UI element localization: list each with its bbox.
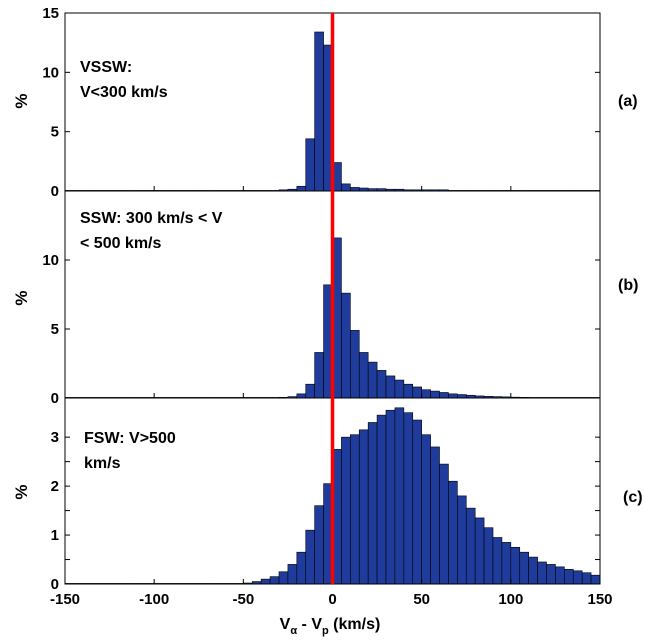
- panel-b-ytick-label: 5: [51, 321, 59, 338]
- panel-c-bar: [439, 463, 449, 585]
- panel-a-bar: [296, 185, 307, 192]
- panel-a-bar: [341, 183, 351, 192]
- panel-c-bar: [260, 578, 271, 585]
- panel-c-bar: [421, 434, 431, 585]
- panel-c-bar: [385, 409, 396, 585]
- panel-c-ytick-label: 2: [51, 478, 59, 495]
- panel-b-bar: [430, 390, 440, 399]
- panel-c-bar: [403, 412, 414, 585]
- panel-c-bar: [519, 551, 529, 585]
- panel-b-ylabel: %: [12, 290, 31, 305]
- x-tick-label: 50: [413, 591, 430, 608]
- panel-c-bar: [555, 566, 565, 585]
- panel-c-bar: [269, 576, 280, 585]
- x-tick-label: 100: [498, 591, 523, 608]
- panel-b-bar: [358, 352, 369, 399]
- panel-b-bar: [296, 393, 307, 399]
- panel-b-bar: [403, 383, 414, 399]
- panel-c-bar: [394, 407, 405, 585]
- panel-c-bar: [287, 564, 298, 585]
- panel-b-annotation-line1: SSW: 300 km/s < V: [80, 210, 223, 227]
- x-tick-label: -100: [139, 591, 169, 608]
- x-axis-label: Vα - Vp (km/s): [280, 616, 381, 637]
- panel-c-ytick-label: 1: [51, 527, 59, 544]
- panel-c-bar: [350, 434, 360, 585]
- panel-b-bar: [350, 330, 360, 399]
- panel-c-bar: [501, 542, 512, 585]
- panel-a-ytick-label: 0: [51, 183, 59, 200]
- panel-c-bar: [492, 537, 503, 585]
- x-tick-label: 150: [587, 591, 612, 608]
- panel-a-annotation-line2: V<300 km/s: [80, 84, 168, 101]
- panel-c-bar: [465, 507, 476, 585]
- panel-c-bar: [278, 571, 289, 585]
- panel-c-ytick-label: 0: [51, 576, 59, 593]
- panel-a-ytick-label: 15: [42, 5, 59, 22]
- panel-c-annotation-line2: km/s: [84, 455, 121, 472]
- panel-b-bar: [394, 379, 405, 399]
- panel-b-bar: [448, 393, 458, 399]
- panel-c-bar: [528, 556, 538, 585]
- panel-b-bar: [314, 352, 324, 399]
- panel-b-bar: [341, 292, 351, 399]
- panel-c-bar: [457, 495, 467, 585]
- panel-c-bar: [572, 570, 583, 585]
- panel-b-label: (b): [618, 277, 638, 294]
- panel-b-bar: [385, 375, 396, 399]
- panel-c-bar: [341, 436, 351, 585]
- panel-c-bar: [358, 429, 369, 585]
- panel-a-bar: [350, 187, 360, 192]
- panel-c-bar: [474, 517, 485, 585]
- panel-c-bar: [546, 564, 556, 585]
- panel-a-annotation-line1: VSSW:: [80, 59, 132, 76]
- panel-c-bar: [296, 551, 307, 585]
- panel-c-bar: [314, 505, 324, 585]
- x-tick-label: 0: [328, 591, 336, 608]
- panel-c-bar: [367, 422, 378, 585]
- panel-c-bar: [305, 529, 315, 585]
- panel-b-bar: [457, 394, 467, 399]
- panel-b-bar: [439, 392, 449, 399]
- panel-b-bar: [412, 386, 422, 399]
- panel-a-bar: [305, 138, 315, 192]
- panel-c-bar: [376, 414, 387, 585]
- panel-c-bar: [510, 546, 521, 585]
- panel-c-bar: [581, 572, 592, 585]
- panel-c-bar: [430, 446, 440, 585]
- panel-b-bar: [367, 361, 378, 399]
- x-tick-label: -50: [232, 591, 254, 608]
- panel-c-bar: [590, 574, 601, 585]
- panel-c-label: (c): [623, 489, 643, 506]
- panel-c-annotation-line1: FSW: V>500: [84, 430, 176, 447]
- x-tick-label: -150: [50, 591, 80, 608]
- panel-c-bar: [564, 569, 574, 585]
- panel-b-bar: [376, 370, 387, 399]
- panel-a-ylabel: %: [12, 93, 31, 108]
- panel-b-bar: [305, 383, 315, 399]
- panel-c-bar: [448, 480, 458, 585]
- panel-c-bar: [412, 419, 422, 585]
- panel-b-bar: [421, 389, 431, 399]
- panel-c-bar: [537, 561, 547, 585]
- panel-a-label: (a): [618, 93, 638, 110]
- panel-c-bar: [483, 527, 494, 585]
- panel-b-ytick-label: 10: [42, 252, 59, 269]
- panel-c-ylabel: %: [12, 484, 31, 499]
- panel-b-annotation-line2: < 500 km/s: [80, 235, 162, 252]
- panel-a-bar: [314, 31, 324, 192]
- panel-c-ytick-label: 3: [51, 429, 59, 446]
- panel-b-ytick-label: 0: [51, 390, 59, 407]
- panel-a-ytick-label: 10: [42, 64, 59, 81]
- panel-a-ytick-label: 5: [51, 124, 59, 141]
